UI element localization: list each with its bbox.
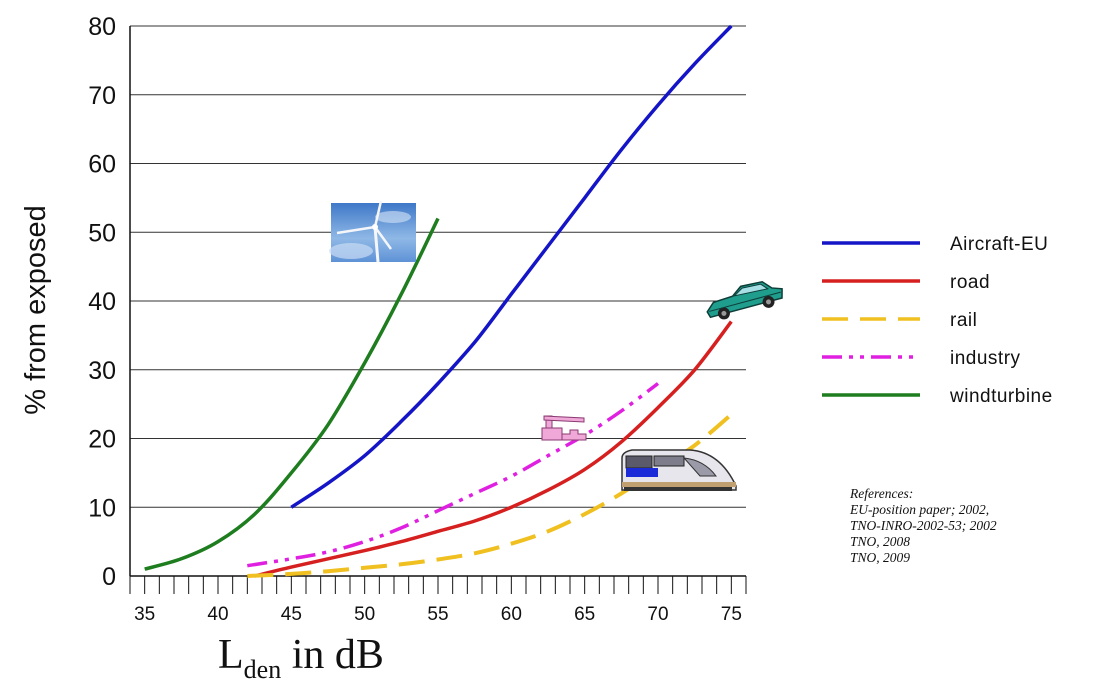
series-line-aircraft-eu [290,24,733,509]
legend-item: rail [822,310,977,331]
x-axis-label: Lden in dB [218,632,384,684]
y-tick-label: 20 [88,426,116,454]
x-tick-label: 70 [647,604,668,625]
x-tick-label: 45 [281,604,302,625]
x-tick-label: 60 [501,604,522,625]
y-tick-label: 40 [88,288,116,316]
legend-label: windturbine [949,386,1053,407]
x-axis-label-main: L [218,632,244,678]
y-tick-label: 60 [88,151,116,179]
series-line-windturbine [144,217,440,571]
x-tick-label: 35 [134,604,155,625]
y-tick-label: 80 [88,13,116,41]
y-axis-label: % from exposed [20,205,52,415]
legend-item: industry [822,348,1021,369]
legend-label: road [950,272,990,293]
references: References: EU-position paper; 2002, TNO… [850,486,1100,566]
legend-label: Aircraft-EU [950,234,1048,255]
windturbine-photo-icon [329,200,416,263]
x-tick-label: 75 [721,604,742,625]
y-tick-label: 0 [102,563,116,591]
legend-label: industry [950,348,1021,369]
grid [130,25,746,508]
reference-line: EU-position paper; 2002, [850,502,990,517]
series-line-road [254,320,733,578]
factory-icon [541,415,587,441]
x-axis-label-sub: den [244,655,282,684]
axes [129,26,747,594]
reference-line: TNO-INRO-2002-53; 2002 [850,518,997,533]
legend: Aircraft-EU road rail industry windturbine [822,234,1053,407]
series-lines [144,24,733,578]
reference-line: TNO, 2009 [850,550,911,565]
legend-item: Aircraft-EU [822,234,1048,255]
car-icon [706,280,783,320]
reference-line: TNO, 2008 [850,534,911,549]
legend-label: rail [950,310,977,331]
y-tick-label: 10 [88,494,116,522]
x-tick-labels: 35 40 45 50 55 60 65 70 75 [134,604,742,625]
legend-item: windturbine [822,386,1053,407]
legend-item: road [822,272,990,293]
x-tick-label: 50 [354,604,375,625]
series-line-industry [247,382,660,568]
y-tick-label: 30 [88,357,116,385]
x-axis-label-rest: in dB [281,632,384,678]
y-tick-label: 50 [88,219,116,247]
x-tick-label: 55 [427,604,448,625]
train-icon [621,449,737,491]
x-tick-label: 40 [207,604,228,625]
y-tick-label: 70 [88,82,116,110]
y-tick-labels: 0 10 20 30 40 50 60 70 80 [88,13,116,591]
x-tick-label: 65 [574,604,595,625]
references-heading: References: [850,486,914,501]
